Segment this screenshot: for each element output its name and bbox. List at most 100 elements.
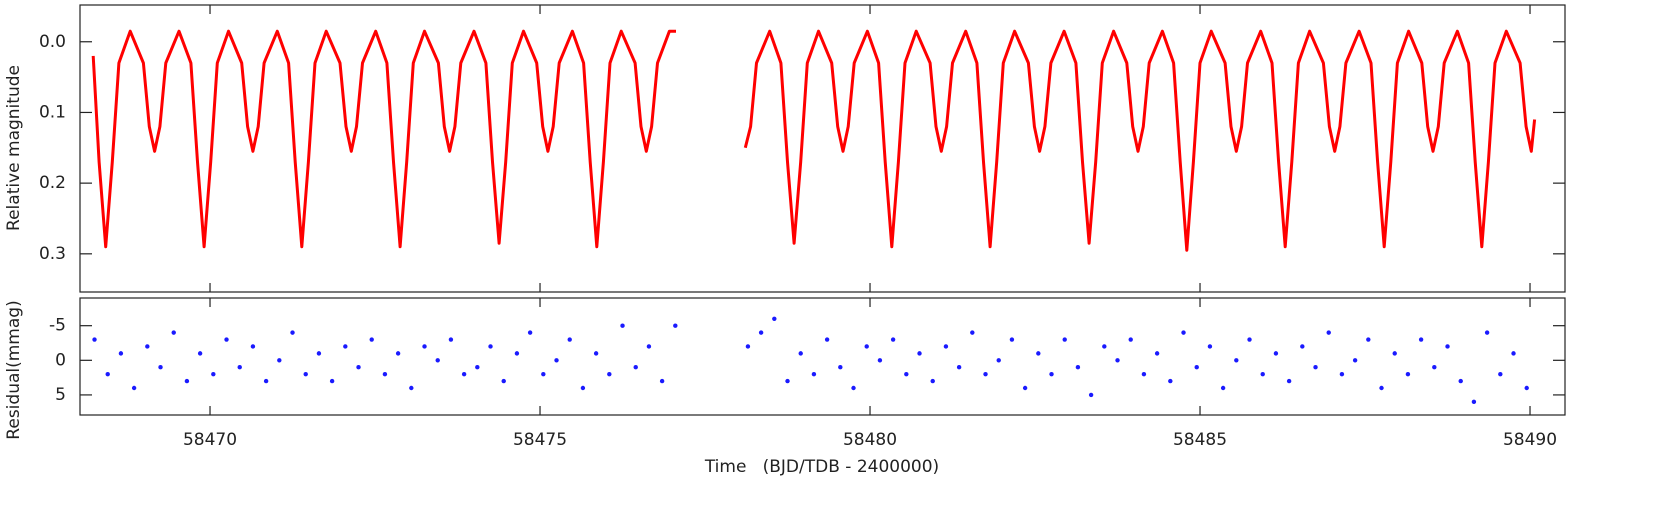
residual-point [541, 371, 546, 377]
residual-point [1300, 344, 1305, 349]
residual-point [369, 337, 374, 342]
residual-point [1154, 351, 1160, 356]
residual-point [356, 365, 361, 370]
residual-point [877, 358, 883, 363]
x-tick-label: 58470 [183, 430, 237, 450]
residual-point [501, 378, 506, 384]
residual-point [409, 385, 414, 391]
residual-point [1141, 371, 1147, 377]
residual-point [118, 351, 124, 356]
residual-point [105, 371, 110, 377]
y-tick-label: -5 [49, 316, 66, 336]
residual-point [646, 344, 652, 349]
residual-point [1220, 385, 1226, 391]
x-tick-label: 58480 [843, 430, 897, 450]
residual-point [798, 351, 803, 356]
residual-point [567, 337, 572, 342]
residual-point [435, 358, 440, 363]
residual-point [772, 316, 777, 321]
residual-point [824, 337, 830, 342]
residual-point [838, 365, 843, 370]
residual-point [607, 371, 612, 377]
residual-point [1128, 337, 1133, 342]
residual-point [1260, 371, 1265, 377]
residual-point [263, 378, 269, 384]
residual-point [448, 337, 454, 342]
residual-point [1207, 344, 1213, 349]
residual-point [745, 344, 751, 349]
residual-point [1432, 365, 1437, 370]
residual-point [1234, 358, 1239, 363]
residual-point [1194, 365, 1199, 370]
residual-point [620, 323, 625, 328]
residual-point [1392, 351, 1397, 356]
residual-point [395, 351, 401, 356]
residual-point [864, 344, 869, 349]
residual-point [329, 378, 335, 384]
residual-point [1524, 385, 1529, 391]
panel-frame [79, 4, 1566, 293]
x-tick-label: 58485 [1173, 430, 1227, 450]
residual-point [158, 365, 163, 370]
residual-point [277, 358, 282, 363]
x-axis-label: Time (BJD/TDB - 2400000) [704, 457, 939, 477]
residual-point [1036, 351, 1041, 356]
y-tick-label: 0 [55, 350, 66, 370]
residual-point [1286, 378, 1292, 384]
y-tick-label: 5 [55, 385, 66, 405]
residual-point [785, 378, 790, 384]
residual-point [1366, 337, 1371, 342]
residual-point [1511, 351, 1516, 356]
residual-point [475, 365, 480, 370]
residual-point [422, 344, 427, 349]
panel-frame [79, 297, 1566, 416]
residual-point [1339, 371, 1345, 377]
residual-point [554, 358, 559, 363]
residual-point [1405, 371, 1411, 377]
residual-point [1326, 330, 1331, 335]
y-tick-label: 0.3 [39, 244, 66, 264]
residual-point [488, 344, 493, 349]
residual-point [758, 330, 764, 335]
residual-point [1088, 392, 1094, 398]
y-tick-label: 0.2 [39, 173, 66, 193]
residual-point [917, 351, 922, 356]
residual-point [970, 330, 975, 335]
residual-point [673, 323, 678, 328]
residual-point [1471, 399, 1477, 405]
residual-point [316, 351, 322, 356]
residual-point [211, 371, 216, 377]
residual-point [171, 330, 176, 335]
residual-point [890, 337, 896, 342]
residual-point [303, 371, 308, 377]
y-axis-label: Relative magnitude [4, 65, 24, 231]
residual-point [930, 378, 935, 384]
y-axis-label: Residual(mmag) [4, 300, 24, 439]
x-tick-label: 58475 [513, 430, 567, 450]
y-tick-label: 0.0 [39, 32, 66, 52]
residual-point [1022, 385, 1028, 391]
residual-point [184, 378, 190, 384]
residual-point [250, 344, 256, 349]
residual-point [224, 337, 229, 342]
residual-point [1498, 371, 1503, 377]
residual-point [461, 371, 467, 377]
residual-point [92, 337, 97, 342]
residual-point [1313, 365, 1318, 370]
residual-point [1075, 365, 1081, 370]
residual-point [1115, 358, 1120, 363]
residual-point [527, 330, 533, 335]
residual-point [1102, 344, 1107, 349]
residual-point [811, 371, 817, 377]
residual-point [1458, 378, 1463, 384]
residual-point [1049, 371, 1054, 377]
residual-point [996, 358, 1001, 363]
residual-point [1445, 344, 1450, 349]
residual-point [1352, 358, 1358, 363]
residual-point [580, 385, 586, 391]
residual-point [1484, 330, 1490, 335]
residual-point [593, 351, 599, 356]
residual-point [290, 330, 295, 335]
residual-point [131, 385, 137, 391]
